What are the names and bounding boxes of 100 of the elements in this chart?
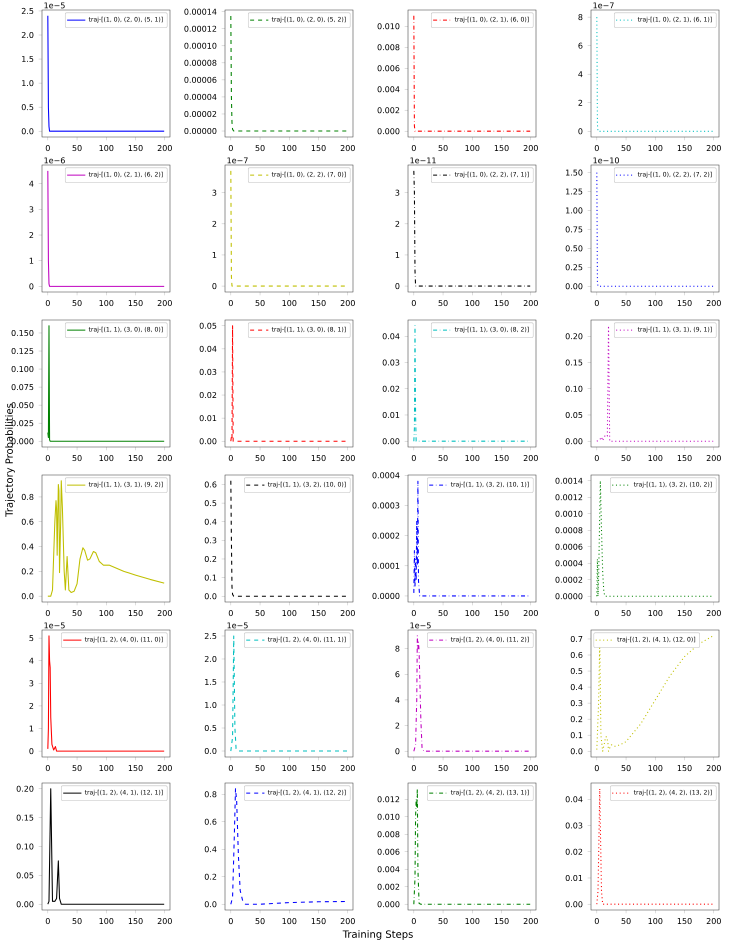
y-tick-label: 0 [29, 748, 34, 754]
x-tick-label: 100 [648, 300, 662, 306]
y-tick-label: 0.010 [378, 814, 400, 820]
y-tick-label: 0.0 [22, 593, 34, 600]
text: 1e−5 [410, 622, 431, 628]
y-tick-label: 0.0004 [372, 472, 400, 478]
y-tick-label: 1.0 [205, 702, 216, 708]
y-tick-label: 0.01 [566, 874, 582, 881]
y-tick-label: 0.00 [382, 438, 400, 444]
line-series [47, 325, 165, 442]
x-tick-label: 0 [228, 145, 233, 152]
y-tick-label: 0.00 [16, 901, 34, 908]
x-tick-label: 100 [466, 610, 480, 616]
y-tick-label: 0.7 [570, 636, 582, 642]
x-tick-label: 200 [340, 145, 355, 152]
y-tick-label: 0.0002 [555, 576, 582, 583]
line-series [413, 788, 531, 905]
line-series [596, 480, 714, 597]
y-tick-label: 0.10 [566, 386, 582, 392]
line-series [596, 788, 714, 905]
y-tick-label: 1.25 [566, 188, 582, 195]
x-tick-label: 100 [466, 300, 480, 306]
y-tick-label: 0.03 [566, 822, 582, 829]
y-tick-label: 0.50 [566, 245, 582, 252]
y-tick-label: 0.150 [12, 330, 34, 336]
x-tick-label: 100 [466, 455, 480, 462]
y-tick-label: 0.00014 [184, 8, 216, 15]
y-tick-label: 0.04 [200, 346, 217, 352]
y-tick-label: 2.5 [22, 8, 34, 14]
x-tick-label: 150 [678, 455, 692, 462]
y-tick-label: 0.006 [378, 65, 400, 72]
y-tick-label: 0.6 [204, 818, 216, 825]
y-tick-label: 0.004 [378, 866, 400, 872]
x-tick-label: 50 [438, 455, 448, 462]
x-tick-label: 150 [128, 610, 143, 616]
y-tick-label: 0.4 [22, 544, 34, 550]
line-series [230, 788, 348, 905]
x-tick-label: 200 [340, 300, 355, 306]
x-tick-label: 200 [158, 300, 172, 306]
x-tick-label: 50 [622, 145, 631, 152]
y-tick-label: 0.5 [22, 104, 34, 110]
text: 1e−5 [44, 622, 65, 628]
y-tick-label: 0.00 [566, 283, 582, 290]
y-tick-label: 0.000 [12, 438, 34, 444]
y-tick-label: 0.02 [382, 386, 400, 392]
y-tick-label: 0.025 [12, 420, 34, 426]
x-tick-label: 150 [494, 610, 509, 616]
y-tick-label: 0.0002 [372, 532, 400, 539]
x-tick-label: 0 [412, 918, 416, 924]
y-tick-label: 6 [395, 671, 400, 678]
y-tick-label: 0.075 [12, 384, 34, 390]
x-tick-label: 150 [128, 765, 143, 772]
y-tick-label: 2.0 [204, 656, 216, 662]
x-tick-label: 0 [594, 610, 599, 616]
y-tick-label: 0.8 [22, 494, 34, 500]
x-tick-label: 100 [100, 765, 114, 772]
y-tick-label: 0.0 [22, 128, 34, 134]
x-tick-label: 0 [46, 918, 50, 924]
y-tick-label: 1 [396, 252, 400, 258]
y-tick-label: 0.00012 [184, 26, 216, 32]
y-tick-label: 2 [29, 232, 34, 238]
y-tick-label: 0.0006 [555, 544, 582, 550]
text: 1e−6 [44, 157, 65, 164]
y-tick-label: 2 [395, 220, 400, 227]
y-tick-label: 0.0014 [555, 478, 583, 484]
x-tick-label: 100 [282, 765, 296, 772]
x-tick-label: 200 [158, 765, 172, 772]
y-tick-label: 0.3 [204, 537, 216, 544]
y-tick-label: 0.0 [204, 901, 216, 908]
x-tick-label: 50 [72, 765, 82, 772]
line-series [413, 170, 531, 287]
y-tick-label: 0.3 [570, 700, 582, 706]
x-tick-label: 100 [282, 300, 296, 306]
line-series [596, 635, 714, 752]
y-tick-label: 0.75 [566, 226, 582, 232]
x-tick-label: 0 [228, 765, 233, 772]
x-tick-label: 50 [256, 765, 265, 772]
y-tick-label: 0.6 [204, 481, 216, 488]
y-tick-label: 0.008 [378, 831, 400, 838]
text: 1e−11 [410, 157, 436, 164]
y-tick-label: 0.125 [12, 348, 34, 354]
y-tick-label: 0.2 [204, 556, 216, 562]
y-tick-label: 0.008 [378, 44, 400, 50]
y-tick-label: 0.050 [12, 402, 34, 408]
y-tick-label: 0.04 [382, 333, 400, 340]
y-tick-label: 2 [212, 220, 216, 227]
y-tick-label: 0.000 [378, 901, 400, 908]
line-series [413, 635, 531, 752]
x-tick-label: 100 [282, 918, 296, 924]
y-tick-label: 0.25 [566, 264, 582, 270]
y-tick-label: 0.15 [566, 359, 582, 366]
x-tick-label: 100 [648, 610, 662, 616]
y-tick-label: 0.04 [566, 796, 583, 802]
y-tick-label: 1.50 [566, 170, 582, 176]
y-tick-label: 0.15 [16, 814, 34, 821]
x-tick-label: 0 [412, 765, 416, 772]
x-tick-label: 50 [438, 765, 448, 772]
x-tick-label: 0 [412, 455, 416, 462]
x-tick-label: 100 [648, 455, 662, 462]
y-tick-label: 0.01 [200, 415, 216, 422]
